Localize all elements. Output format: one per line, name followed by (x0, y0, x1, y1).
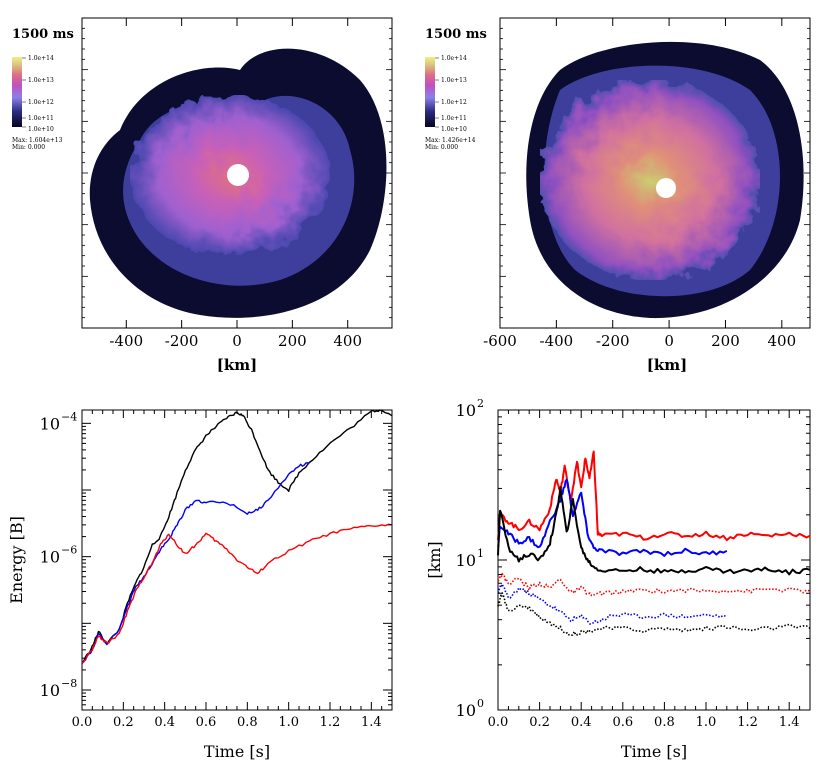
x-tick-label: 1.0 (278, 715, 299, 730)
y-tick-label: 10 (40, 414, 60, 433)
x-tick-label: 1.4 (361, 715, 382, 730)
x-tick-label: -200 (165, 332, 199, 350)
colorbar-tick: 1.0e+10 (28, 126, 54, 133)
colorbar-tick: 1.0e+14 (28, 55, 54, 62)
x-tick-label: 0.4 (154, 715, 175, 730)
series-line-red-dotted (497, 572, 811, 597)
x-axis-label: Time [s] (621, 742, 687, 761)
x-tick-label: 0.6 (612, 715, 633, 730)
x-tick-label: 0 (232, 332, 242, 350)
x-tick-label: 200 (711, 332, 740, 350)
proto-neutron-star (227, 164, 249, 186)
colorbar-tick: 1.0e+10 (441, 126, 467, 133)
y-tick-exponent: −8 (61, 677, 77, 690)
x-tick-label: 0.2 (529, 715, 550, 730)
y-tick-exponent: −6 (61, 544, 77, 557)
line-series-group (81, 409, 393, 665)
colorbar-tick: 1.0e+12 (28, 99, 54, 106)
y-tick-exponent: 0 (477, 697, 484, 710)
time-label: 1500 ms (425, 27, 487, 42)
panel-top-left: 1500 ms 1.0e+14 1.0e+13 1.0e+12 1.0e+11 … (12, 17, 393, 374)
series-line-blue-solid (497, 478, 728, 557)
y-tick-label: 10 (456, 401, 476, 420)
x-tick-label: 1.2 (320, 715, 341, 730)
axes-ticks: 0.0 0.2 0.4 0.6 0.8 1.0 1.2 1.410−810−610−4 (40, 410, 393, 730)
plot-frame (497, 409, 811, 711)
colorbar-tick: 1.0e+13 (28, 77, 54, 84)
x-tick-label: 200 (278, 332, 307, 350)
y-tick-label: 10 (456, 701, 476, 720)
y-axis-label: [km] (425, 541, 444, 578)
x-tick-label: 0.8 (237, 715, 258, 730)
x-tick-label: -600 (483, 332, 517, 350)
series-line-blue (81, 462, 310, 665)
colorbar-ticks: 1.0e+14 1.0e+13 1.0e+12 1.0e+11 1.0e+10 … (425, 55, 476, 151)
time-label: 1500 ms (12, 27, 74, 42)
x-axis-label: [km] (647, 356, 687, 374)
colorbar-max: Max: 1.604e+13 (12, 137, 63, 144)
series-line-red-solid (497, 450, 811, 542)
proto-neutron-star (656, 178, 676, 198)
series-line-red (81, 523, 393, 664)
y-tick-exponent: −4 (61, 410, 77, 423)
colorbar-tick: 1.0e+11 (28, 115, 54, 122)
x-tick-label: 400 (333, 332, 362, 350)
x-axis-ticks: -600 -400 -200 0 200 400 (483, 18, 810, 350)
x-tick-label: -200 (596, 332, 630, 350)
y-tick-exponent: 2 (477, 397, 484, 410)
colorbar-tick: 1.0e+12 (441, 99, 467, 106)
x-tick-label: 1.0 (696, 715, 717, 730)
x-tick-label: 0.0 (488, 715, 509, 730)
colorbar-max: Max: 1.426e+14 (425, 137, 476, 144)
y-axis-label: Energy [B] (7, 516, 26, 604)
x-axis-ticks: -400 -200 0 200 400 (82, 18, 392, 350)
turbulent-core (540, 80, 760, 280)
colorbar (425, 57, 435, 127)
line-series-group (497, 450, 811, 637)
colorbar-min: Min: 0.000 (425, 144, 458, 151)
colorbar-tick: 1.0e+14 (441, 55, 467, 62)
colorbar-tick: 1.0e+11 (441, 115, 467, 122)
x-tick-label: 400 (767, 332, 796, 350)
colorbar-min: Min: 0.000 (12, 144, 45, 151)
x-tick-label: 1.4 (779, 715, 800, 730)
x-tick-label: 0.0 (72, 715, 93, 730)
series-line-black (81, 409, 393, 664)
series-line-black-solid (497, 486, 811, 576)
x-axis-label: Time [s] (204, 742, 270, 761)
x-tick-label: 0.4 (571, 715, 592, 730)
y-tick-label: 10 (40, 681, 60, 700)
panel-top-right: 1500 ms 1.0e+14 1.0e+13 1.0e+12 1.0e+11 … (425, 17, 811, 374)
x-tick-label: 0.2 (113, 715, 134, 730)
x-tick-label: 1.2 (737, 715, 758, 730)
y-tick-label: 10 (40, 548, 60, 567)
x-axis-label: [km] (217, 356, 257, 374)
colorbar-ticks: 1.0e+14 1.0e+13 1.0e+12 1.0e+11 1.0e+10 … (12, 55, 63, 151)
x-tick-label: 0.8 (654, 715, 675, 730)
panel-bottom-left: 0.0 0.2 0.4 0.6 0.8 1.0 1.2 1.410−810−610−4 Tim… (7, 409, 393, 761)
x-tick-label: -400 (109, 332, 143, 350)
x-tick-label: 0.6 (196, 715, 217, 730)
colorbar-tick: 1.0e+13 (441, 77, 467, 84)
y-tick-label: 10 (456, 551, 476, 570)
y-tick-exponent: 1 (477, 547, 484, 560)
x-tick-label: -400 (540, 332, 574, 350)
x-tick-label: 0 (664, 332, 674, 350)
colorbar (12, 57, 22, 127)
